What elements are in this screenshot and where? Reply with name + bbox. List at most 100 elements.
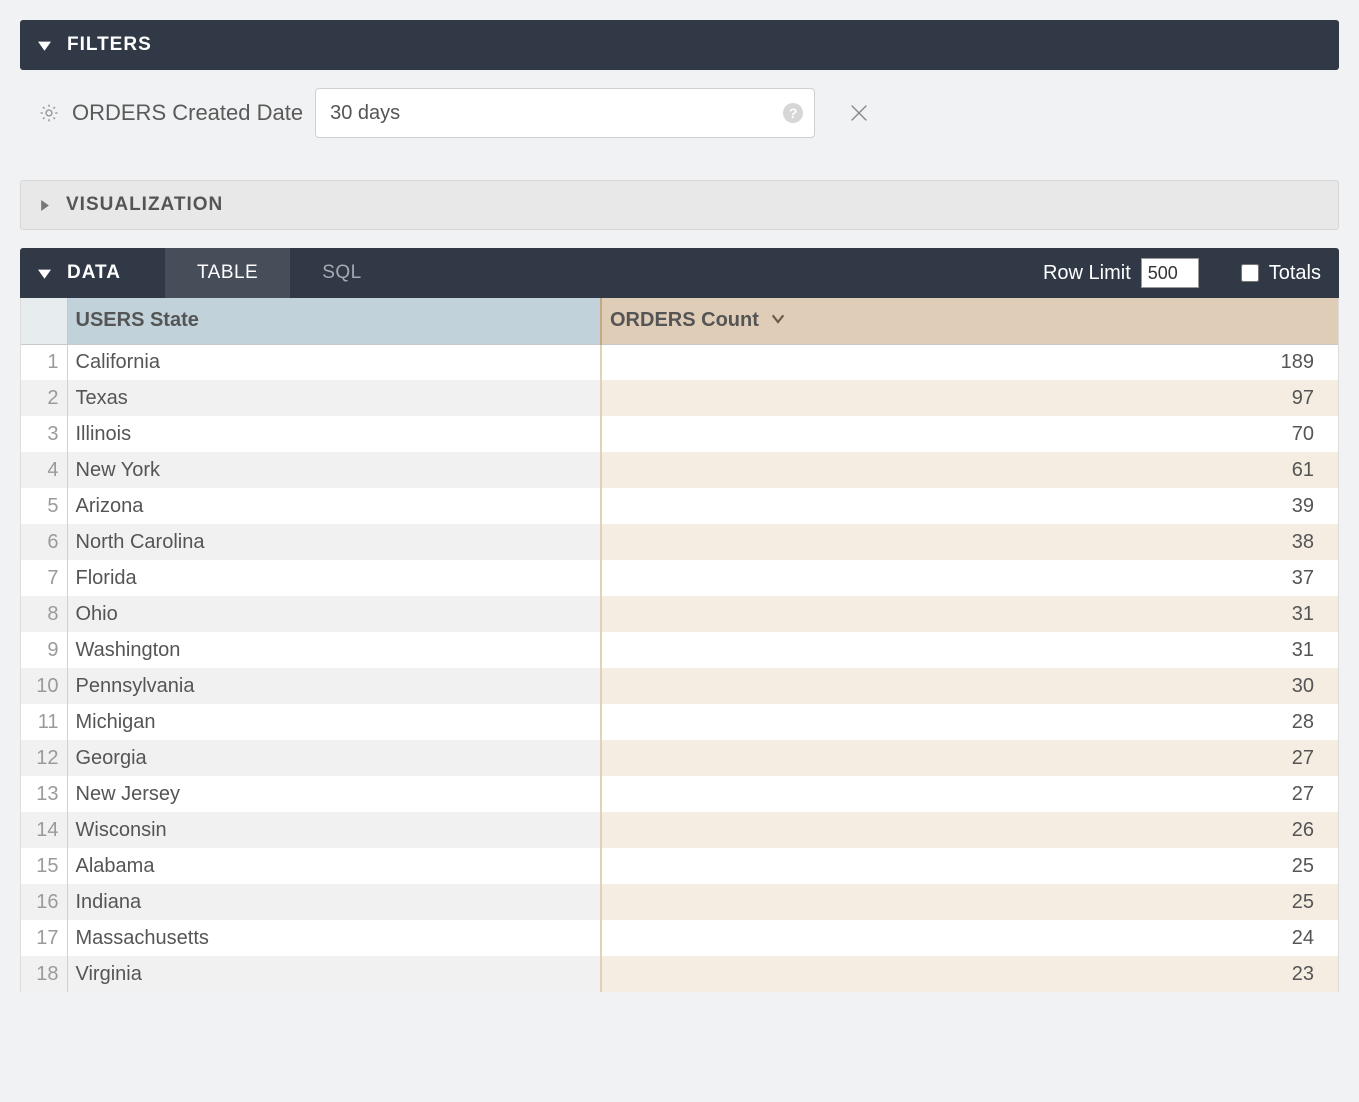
row-number: 15 (21, 848, 67, 884)
cell-state[interactable]: Alabama (67, 848, 601, 884)
table-row[interactable]: 17Massachusetts24 (21, 920, 1338, 956)
cell-state[interactable]: Texas (67, 380, 601, 416)
cell-count[interactable]: 31 (601, 596, 1338, 632)
table-row[interactable]: 13New Jersey27 (21, 776, 1338, 812)
cell-state[interactable]: New Jersey (67, 776, 601, 812)
state-header[interactable]: USERS State (67, 298, 601, 344)
cell-count[interactable]: 25 (601, 884, 1338, 920)
data-title: DATA (67, 262, 121, 284)
cell-count[interactable]: 31 (601, 632, 1338, 668)
sort-desc-icon (770, 309, 786, 332)
table-row[interactable]: 3Illinois70 (21, 416, 1338, 452)
table-row[interactable]: 10Pennsylvania30 (21, 668, 1338, 704)
row-number: 2 (21, 380, 67, 416)
cell-state[interactable]: Florida (67, 560, 601, 596)
cell-count[interactable]: 70 (601, 416, 1338, 452)
cell-count[interactable]: 97 (601, 380, 1338, 416)
data-header-left[interactable]: DATA (20, 248, 165, 298)
totals-checkbox[interactable] (1241, 264, 1259, 282)
cell-count[interactable]: 39 (601, 488, 1338, 524)
state-header-label: USERS State (76, 309, 199, 331)
cell-count[interactable]: 26 (601, 812, 1338, 848)
tab-sql-label: SQL (322, 262, 362, 284)
row-number: 14 (21, 812, 67, 848)
gear-icon[interactable] (38, 102, 60, 124)
row-number: 18 (21, 956, 67, 992)
cell-state[interactable]: Michigan (67, 704, 601, 740)
table-row[interactable]: 15Alabama25 (21, 848, 1338, 884)
close-icon[interactable] (847, 101, 871, 125)
table-row[interactable]: 11Michigan28 (21, 704, 1338, 740)
row-number: 6 (21, 524, 67, 560)
row-number: 3 (21, 416, 67, 452)
totals-toggle[interactable]: Totals (1241, 262, 1321, 285)
row-number: 9 (21, 632, 67, 668)
table-row[interactable]: 1California189 (21, 344, 1338, 380)
table-row[interactable]: 7Florida37 (21, 560, 1338, 596)
cell-state[interactable]: Wisconsin (67, 812, 601, 848)
row-number: 11 (21, 704, 67, 740)
table-row[interactable]: 16Indiana25 (21, 884, 1338, 920)
data-table-wrap: USERS State ORDERS Count 1California1892… (20, 298, 1339, 992)
row-number: 5 (21, 488, 67, 524)
help-icon[interactable]: ? (783, 103, 803, 123)
row-number: 8 (21, 596, 67, 632)
totals-label: Totals (1269, 262, 1321, 285)
table-row[interactable]: 14Wisconsin26 (21, 812, 1338, 848)
visualization-title: VISUALIZATION (66, 194, 223, 216)
filter-date-input[interactable] (315, 88, 815, 138)
count-header[interactable]: ORDERS Count (601, 298, 1338, 344)
table-row[interactable]: 8Ohio31 (21, 596, 1338, 632)
table-row[interactable]: 2Texas97 (21, 380, 1338, 416)
cell-state[interactable]: Washington (67, 632, 601, 668)
table-row[interactable]: 6North Carolina38 (21, 524, 1338, 560)
count-header-label: ORDERS Count (610, 309, 759, 331)
cell-state[interactable]: Indiana (67, 884, 601, 920)
tab-table-label: TABLE (197, 262, 258, 284)
row-number: 4 (21, 452, 67, 488)
row-limit-label: Row Limit (1043, 262, 1131, 285)
table-row[interactable]: 4New York61 (21, 452, 1338, 488)
cell-count[interactable]: 189 (601, 344, 1338, 380)
row-number: 7 (21, 560, 67, 596)
cell-state[interactable]: Illinois (67, 416, 601, 452)
table-row[interactable]: 5Arizona39 (21, 488, 1338, 524)
data-tabs: TABLE SQL (165, 248, 394, 298)
cell-count[interactable]: 37 (601, 560, 1338, 596)
chevron-down-icon (38, 39, 51, 52)
cell-state[interactable]: Pennsylvania (67, 668, 601, 704)
tab-sql[interactable]: SQL (290, 248, 394, 298)
table-row[interactable]: 18Virginia23 (21, 956, 1338, 992)
cell-count[interactable]: 24 (601, 920, 1338, 956)
cell-state[interactable]: North Carolina (67, 524, 601, 560)
filters-title: FILTERS (67, 34, 152, 56)
filters-header[interactable]: FILTERS (20, 20, 1339, 70)
cell-count[interactable]: 61 (601, 452, 1338, 488)
cell-state[interactable]: Massachusetts (67, 920, 601, 956)
cell-count[interactable]: 38 (601, 524, 1338, 560)
cell-state[interactable]: Arizona (67, 488, 601, 524)
cell-state[interactable]: Virginia (67, 956, 601, 992)
row-limit-input[interactable] (1141, 258, 1199, 288)
cell-state[interactable]: New York (67, 452, 601, 488)
data-header: DATA TABLE SQL Row Limit Totals (20, 248, 1339, 298)
row-number: 13 (21, 776, 67, 812)
cell-state[interactable]: Ohio (67, 596, 601, 632)
chevron-right-icon (39, 200, 50, 211)
tab-table[interactable]: TABLE (165, 248, 290, 298)
cell-count[interactable]: 27 (601, 776, 1338, 812)
cell-state[interactable]: California (67, 344, 601, 380)
cell-count[interactable]: 28 (601, 704, 1338, 740)
row-number: 16 (21, 884, 67, 920)
visualization-header[interactable]: VISUALIZATION (20, 180, 1339, 230)
filter-field-label: ORDERS Created Date (72, 100, 303, 126)
table-row[interactable]: 12Georgia27 (21, 740, 1338, 776)
cell-count[interactable]: 30 (601, 668, 1338, 704)
cell-state[interactable]: Georgia (67, 740, 601, 776)
cell-count[interactable]: 25 (601, 848, 1338, 884)
rownum-header (21, 298, 67, 344)
row-number: 10 (21, 668, 67, 704)
table-row[interactable]: 9Washington31 (21, 632, 1338, 668)
cell-count[interactable]: 23 (601, 956, 1338, 992)
cell-count[interactable]: 27 (601, 740, 1338, 776)
